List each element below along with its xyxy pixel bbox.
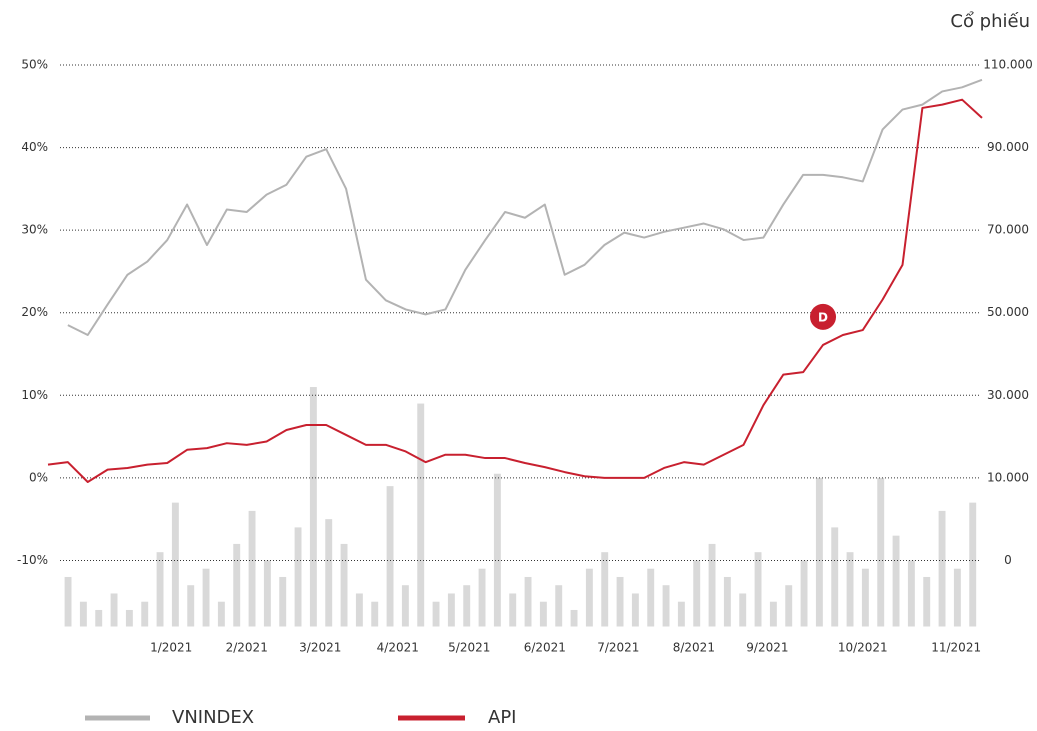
y2-tick-label: 30.000 <box>987 388 1029 402</box>
volume-bar <box>677 601 685 627</box>
x-tick-label: 7/2021 <box>597 641 639 655</box>
volume-bar <box>846 552 854 627</box>
volume-bar <box>662 585 670 627</box>
volume-bar <box>861 568 869 627</box>
volume-bar <box>463 585 471 627</box>
volume-bar <box>493 473 501 627</box>
volume-bar <box>156 552 164 627</box>
volume-bar <box>125 609 133 627</box>
volume-bar <box>923 576 931 627</box>
volume-bar <box>248 510 256 627</box>
x-tick-label: 2/2021 <box>226 641 268 655</box>
y2-tick-label: 0 <box>1004 553 1012 567</box>
x-tick-label: 5/2021 <box>448 641 490 655</box>
volume-bar <box>708 543 716 627</box>
volume-bar <box>892 535 900 627</box>
volume-bar <box>555 585 563 627</box>
volume-bar <box>616 576 624 627</box>
volume-bar <box>601 552 609 627</box>
volume-bar <box>202 568 210 627</box>
volume-bar <box>95 609 103 627</box>
volume-bar <box>877 477 885 627</box>
y-tick-label: 0% <box>29 470 48 484</box>
legend-label: API <box>488 707 516 728</box>
volume-bar <box>187 585 195 627</box>
volume-bar <box>294 527 302 627</box>
y-tick-label: -10% <box>17 553 48 567</box>
volume-bar <box>478 568 486 627</box>
volume-bar <box>785 585 793 627</box>
volume-bar <box>831 527 839 627</box>
volume-bar <box>110 593 118 627</box>
y-tick-label: 30% <box>21 223 48 237</box>
x-tick-label: 9/2021 <box>746 641 788 655</box>
volume-bar <box>417 403 425 627</box>
volume-bar <box>340 543 348 627</box>
volume-bar <box>907 560 915 627</box>
volume-bar <box>141 601 149 627</box>
volume-bar <box>539 601 547 627</box>
series-line <box>67 78 983 337</box>
volume-bar <box>739 593 747 627</box>
volume-bar <box>432 601 440 627</box>
legend-label: VNINDEX <box>172 707 254 728</box>
volume-bar <box>938 510 946 627</box>
volume-bar <box>524 576 532 627</box>
y-tick-label: 10% <box>21 388 48 402</box>
volume-bar <box>570 609 578 627</box>
volume-bar <box>309 387 317 627</box>
volume-bar <box>800 560 808 627</box>
y-tick-label: 20% <box>21 305 48 319</box>
y-tick-label: 50% <box>21 58 48 72</box>
x-tick-label: 8/2021 <box>673 641 715 655</box>
series-line <box>47 98 983 483</box>
volume-bar <box>509 593 517 627</box>
volume-bar <box>325 519 333 627</box>
y-tick-label: 40% <box>21 140 48 154</box>
volume-bar <box>233 543 241 627</box>
y2-tick-label: 110.000 <box>983 58 1033 72</box>
volume-bar <box>263 560 271 627</box>
y2-tick-label: 50.000 <box>987 305 1029 319</box>
volume-bar <box>631 593 639 627</box>
volume-bar <box>447 593 455 627</box>
volume-bar <box>585 568 593 627</box>
volume-bar <box>401 585 409 627</box>
x-tick-label: 10/2021 <box>838 641 888 655</box>
volume-bar <box>754 552 762 627</box>
volume-bar <box>815 477 823 627</box>
volume-bar <box>769 601 777 627</box>
y2-axis-label: Cổ phiếu <box>950 11 1030 32</box>
volume-bar <box>79 601 87 627</box>
x-tick-label: 4/2021 <box>377 641 419 655</box>
x-tick-label: 1/2021 <box>150 641 192 655</box>
annotation-marker <box>810 303 837 330</box>
volume-bar <box>371 601 379 627</box>
volume-bar <box>355 593 363 627</box>
volume-bar <box>723 576 731 627</box>
x-tick-label: 6/2021 <box>524 641 566 655</box>
annotation-label: D <box>818 310 828 324</box>
volume-bar <box>969 502 977 627</box>
volume-bar <box>386 486 394 627</box>
volume-bar <box>171 502 179 627</box>
volume-bar <box>693 560 701 627</box>
y2-tick-label: 90.000 <box>987 140 1029 154</box>
y2-tick-label: 70.000 <box>987 223 1029 237</box>
x-tick-label: 3/2021 <box>299 641 341 655</box>
volume-bar <box>953 568 961 627</box>
volume-bar <box>217 601 225 627</box>
y2-tick-label: 10.000 <box>987 470 1029 484</box>
volume-bar <box>647 568 655 627</box>
x-tick-label: 11/2021 <box>931 641 981 655</box>
volume-bar <box>64 576 72 627</box>
volume-bar <box>279 576 287 627</box>
